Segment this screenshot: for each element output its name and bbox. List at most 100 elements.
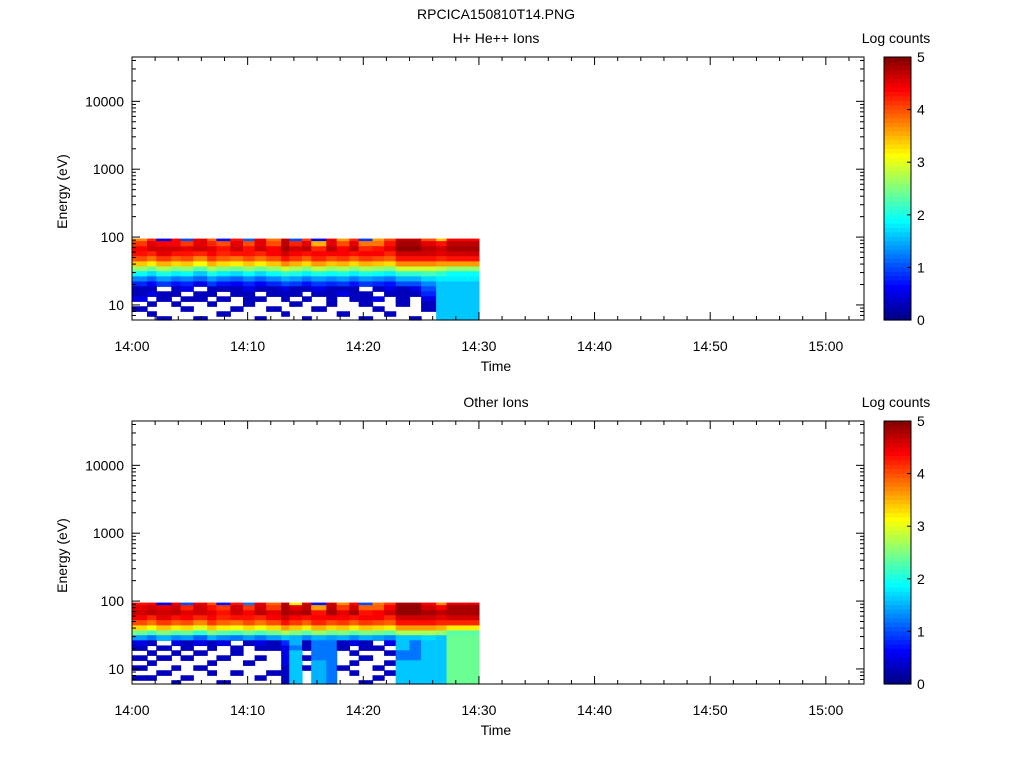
- colorbar-tick-label: 0: [917, 312, 925, 328]
- colorbar-tick-label: 5: [917, 413, 925, 429]
- heatmap-cell: [147, 615, 157, 621]
- heatmap-cell: [421, 286, 437, 292]
- heatmap-cell: [358, 635, 374, 641]
- heatmap-cell: [281, 655, 290, 661]
- heatmap-cell: [132, 261, 148, 268]
- heatmap-cell: [395, 620, 411, 626]
- heatmap-cell: [301, 296, 312, 302]
- heatmap-cell: [180, 602, 194, 606]
- x-tick-label: 14:20: [346, 702, 381, 718]
- colorbar-segment: [884, 184, 911, 190]
- colorbar-segment: [884, 170, 911, 176]
- heatmap-cell: [326, 256, 338, 262]
- heatmap-cell: [180, 238, 194, 242]
- colorbar-label: Log counts: [862, 30, 931, 46]
- heatmap-cell: [384, 660, 397, 666]
- heatmap-cell: [147, 650, 157, 656]
- colorbar-segment: [884, 508, 911, 514]
- heatmap-cell: [207, 256, 218, 262]
- heatmap-cell: [281, 635, 290, 641]
- heatmap-cell: [446, 311, 480, 317]
- heatmap-cell: [326, 271, 338, 277]
- colorbar-segment: [884, 245, 911, 251]
- colorbar-segment: [884, 127, 911, 133]
- heatmap-cell: [384, 276, 397, 283]
- heatmap-cell: [311, 640, 327, 647]
- heatmap-cell: [180, 251, 194, 257]
- heatmap-cell: [254, 286, 267, 292]
- heatmap-cell: [254, 620, 267, 626]
- heatmap-cell: [180, 625, 194, 632]
- heatmap-cell: [446, 655, 480, 661]
- heatmap-cell: [446, 615, 480, 621]
- heatmap-cell: [409, 670, 422, 676]
- colorbar-segment: [884, 578, 911, 584]
- heatmap-cell: [372, 266, 385, 272]
- heatmap-cell: [311, 670, 327, 676]
- heatmap-cell: [421, 645, 437, 651]
- heatmap-cell: [446, 301, 480, 307]
- heatmap-cell: [289, 246, 303, 252]
- heatmap-cell: [372, 630, 385, 636]
- heatmap-cell: [326, 635, 338, 641]
- heatmap-cell: [421, 256, 437, 262]
- heatmap-cell: [395, 241, 411, 247]
- heatmap-cell: [421, 306, 437, 312]
- heatmap-cell: [301, 271, 312, 277]
- heatmap-cell: [436, 286, 448, 292]
- heatmap-cell: [311, 655, 327, 661]
- heatmap-cell: [207, 291, 218, 297]
- colorbar-segment: [884, 280, 911, 286]
- heatmap-cell: [384, 635, 397, 641]
- heatmap-cell: [311, 650, 327, 656]
- heatmap-cell: [289, 635, 303, 641]
- colorbar-segment: [884, 267, 911, 273]
- heatmap-cell: [180, 655, 194, 661]
- heatmap-cell: [436, 635, 448, 641]
- heatmap-cell: [147, 266, 157, 272]
- heatmap-cell: [311, 241, 327, 247]
- heatmap-cell: [446, 650, 480, 656]
- colorbar-segment: [884, 201, 911, 207]
- heatmap-cell: [358, 605, 374, 611]
- colorbar-segment: [884, 197, 911, 203]
- heatmap-cell: [372, 251, 385, 257]
- heatmap-cell: [230, 271, 244, 277]
- colorbar-segment: [884, 65, 911, 71]
- heatmap-cell: [156, 256, 172, 262]
- colorbar-segment: [884, 206, 911, 212]
- heatmap-cell: [384, 650, 397, 656]
- heatmap-cell: [409, 620, 422, 626]
- heatmap-cell: [132, 291, 148, 297]
- colorbar-segment: [884, 530, 911, 536]
- heatmap-cell: [384, 615, 397, 621]
- heatmap-cell: [254, 640, 267, 647]
- heatmap-cell: [436, 660, 448, 666]
- heatmap-cell: [216, 296, 231, 302]
- heatmap-cell: [289, 271, 303, 277]
- heatmap-cell: [311, 286, 327, 292]
- heatmap-cell: [421, 665, 437, 671]
- heatmap-cell: [180, 635, 194, 641]
- heatmap-cell: [207, 281, 218, 287]
- heatmap-cell: [266, 630, 282, 636]
- heatmap-cell: [421, 261, 437, 268]
- heatmap-cell: [243, 271, 256, 277]
- heatmap-cell: [395, 246, 411, 252]
- colorbar-segment: [884, 627, 911, 632]
- y-axis-label: Energy (eV): [54, 518, 70, 593]
- heatmap-cell: [349, 266, 360, 272]
- heatmap-cell: [436, 256, 448, 262]
- heatmap-cell: [301, 620, 312, 626]
- heatmap-cell: [281, 241, 290, 247]
- heatmap-cell: [180, 276, 194, 283]
- colorbar-segment: [884, 548, 911, 554]
- heatmap-cell: [358, 271, 374, 277]
- colorbar-tick-label: 2: [917, 207, 925, 223]
- heatmap-cell: [156, 296, 172, 302]
- heatmap-cell: [207, 251, 218, 257]
- heatmap-cell: [230, 291, 244, 297]
- heatmap-cell: [311, 620, 327, 626]
- heatmap-cell: [409, 281, 422, 287]
- heatmap-cell: [421, 620, 437, 626]
